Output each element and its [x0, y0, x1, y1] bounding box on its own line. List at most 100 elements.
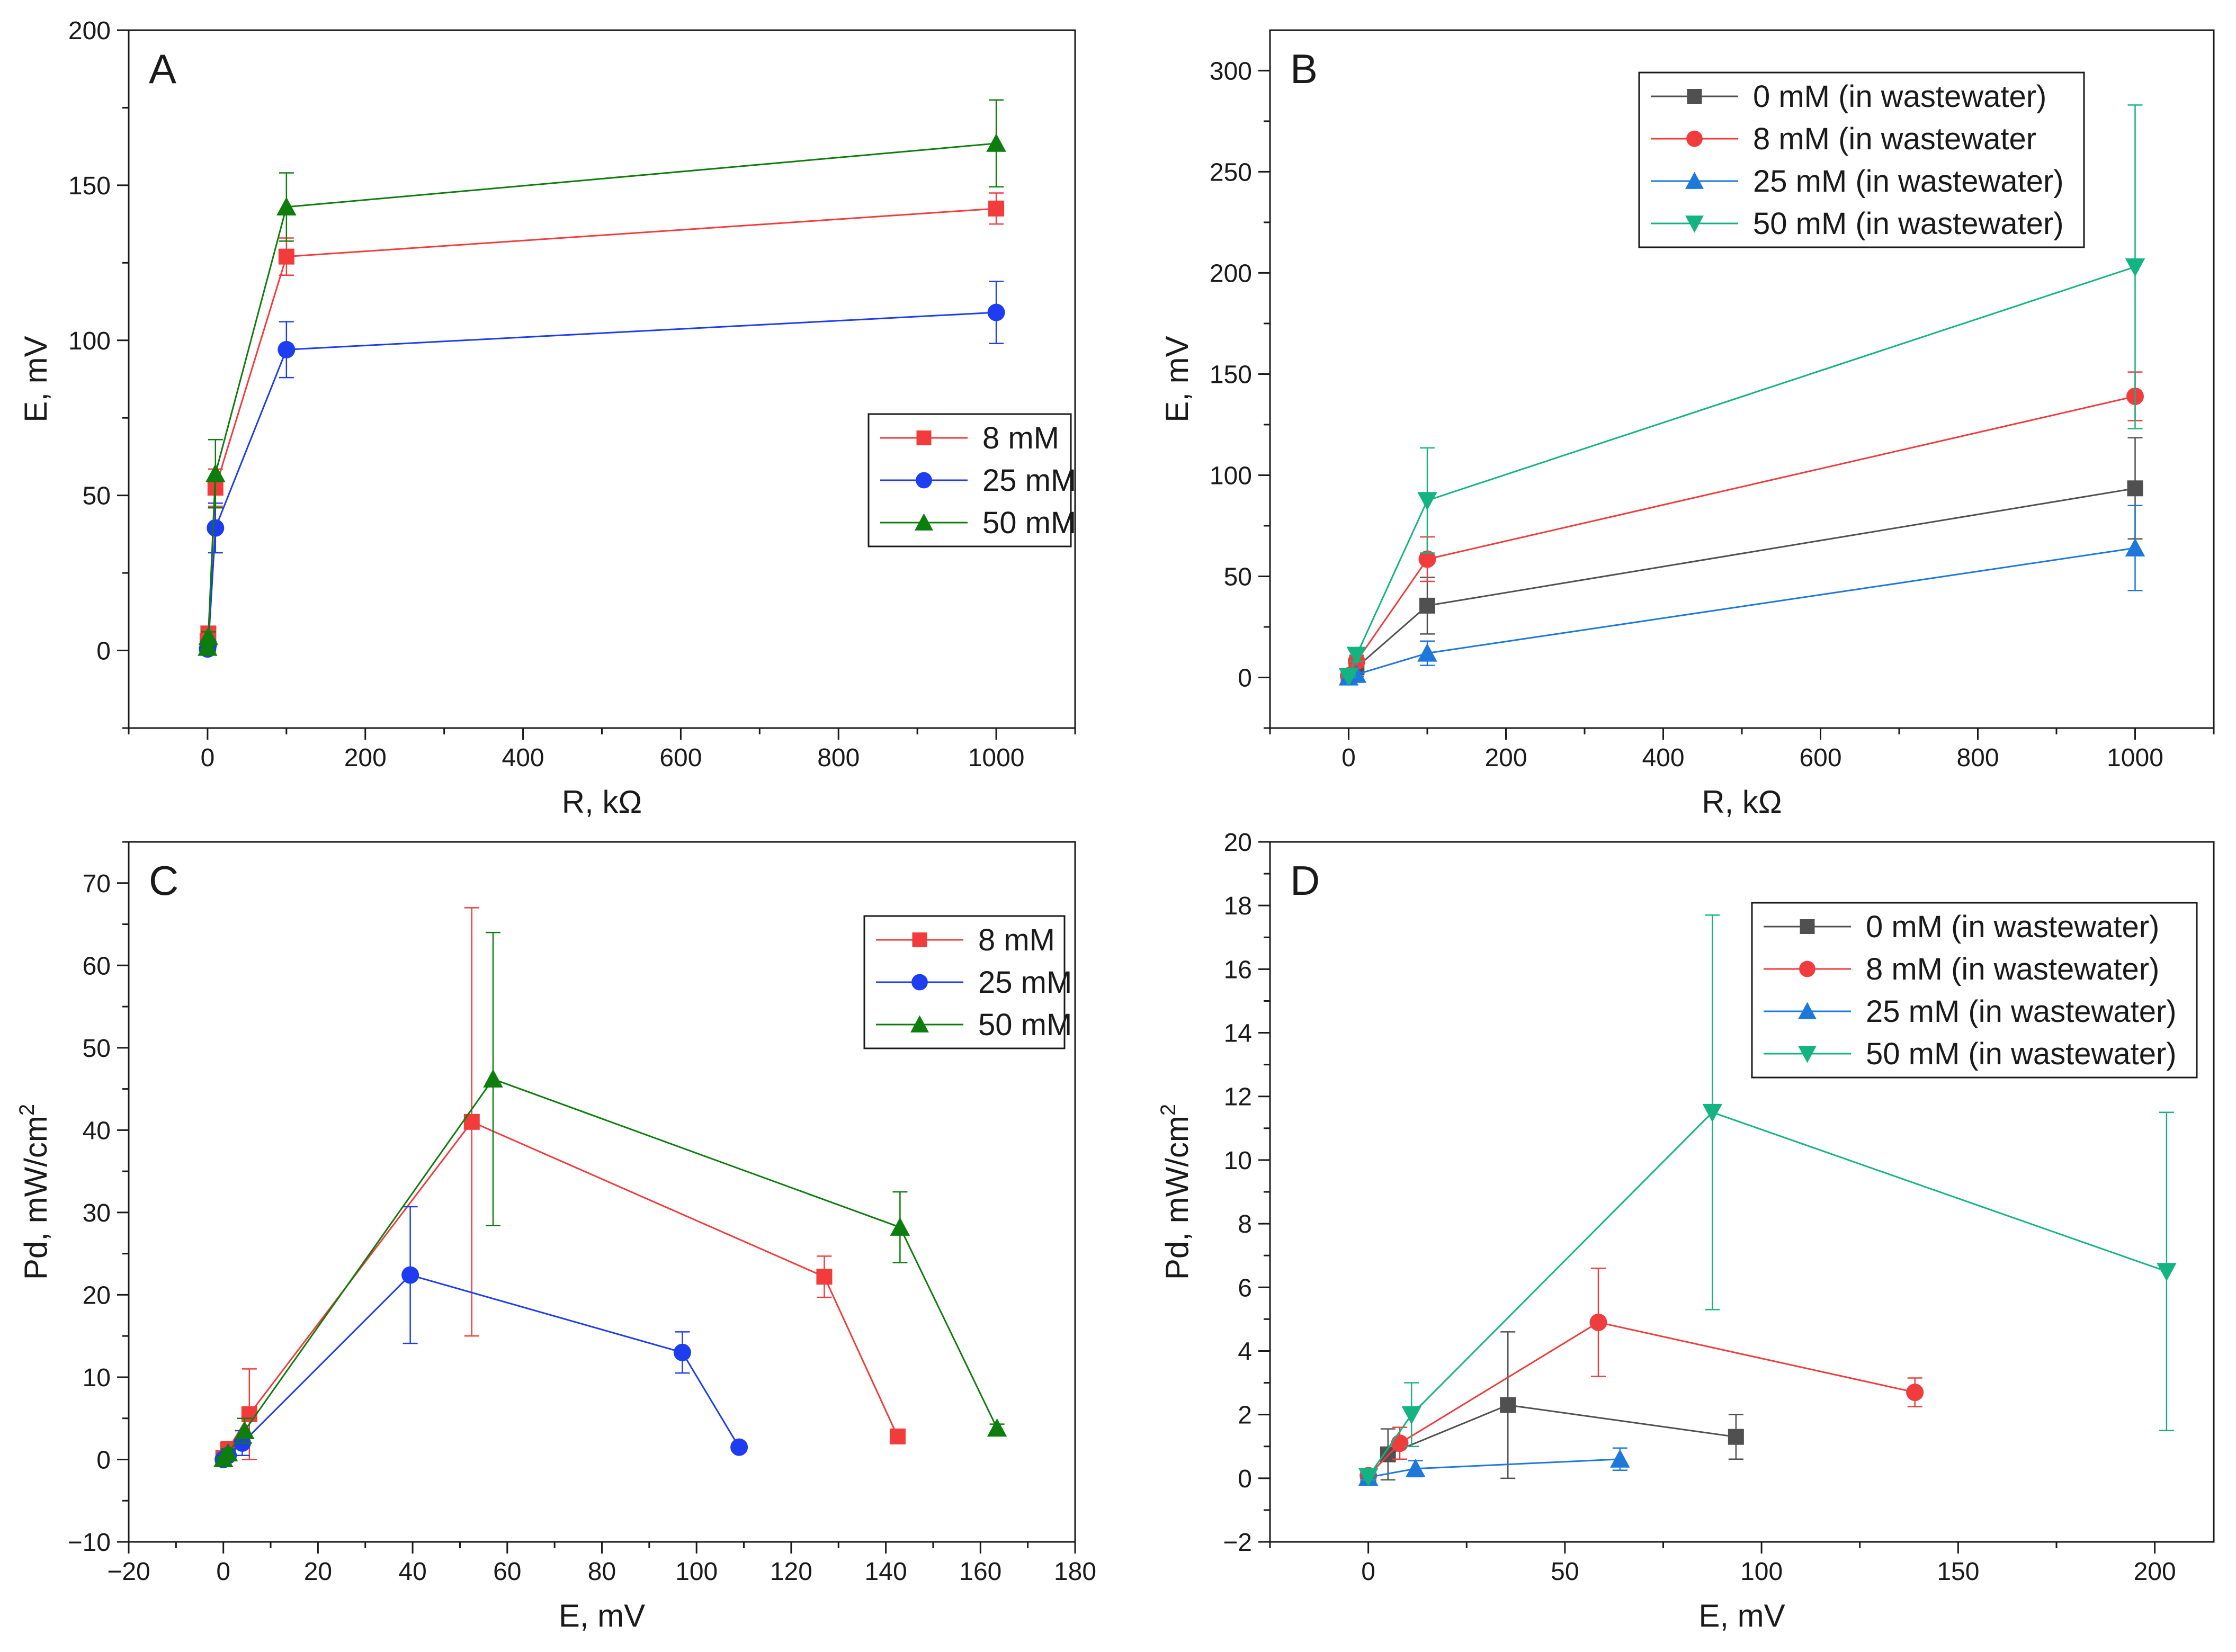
legend-box	[1638, 71, 2085, 248]
y-axis-label: Pd, mW/cm2	[1157, 1104, 1195, 1280]
legend: 8 mM 25 mM 50 mM	[867, 413, 1076, 547]
panel-letter: B	[1290, 46, 1318, 92]
y-tick-label: 150	[1210, 361, 1252, 389]
y-tick-label: 40	[83, 1117, 111, 1145]
y-tick-label: 6	[1238, 1274, 1252, 1302]
legend-label: 50 mM (in wastewater)	[1753, 206, 2064, 241]
data-point	[198, 626, 219, 645]
chart-panel-a: 0 200 400 600 800 1000 0 50 100 150 200 R, kΩ E, mV A…	[18, 17, 1076, 820]
x-tick-label: 180	[1054, 1558, 1096, 1586]
data-point	[1906, 1384, 1924, 1402]
x-tick-label: 0	[216, 1558, 230, 1586]
legend-label: 50 mM	[982, 506, 1076, 540]
y-tick-label: 0	[1238, 664, 1252, 692]
data-point	[890, 1217, 910, 1236]
y-axis-label-superscript: 2	[15, 1104, 39, 1116]
legend-marker	[911, 974, 928, 991]
x-tick-label: 200	[344, 744, 387, 772]
y-tick-label: 0	[96, 638, 111, 666]
legend-label: 50 mM	[978, 1008, 1072, 1042]
legend-label: 8 mM (in wastewater)	[1866, 952, 2159, 986]
y-axis-label: Pd, mW/cm2	[15, 1104, 53, 1280]
data-point	[241, 1406, 257, 1422]
data-point	[730, 1438, 748, 1456]
legend-box	[1751, 902, 2198, 1079]
x-tick-label: 100	[675, 1558, 718, 1586]
y-tick-label: 200	[1210, 259, 1252, 288]
x-axis-label: E, mV	[1698, 1598, 1785, 1633]
data-point	[278, 248, 294, 265]
y-tick-label: 100	[1210, 462, 1252, 490]
y-tick-label: 2	[1238, 1402, 1252, 1430]
legend-marker	[916, 472, 932, 489]
legend-label: 25 mM	[982, 463, 1076, 498]
x-tick-label: 40	[398, 1558, 426, 1586]
x-tick-label: 20	[304, 1558, 332, 1586]
legend-marker	[912, 932, 927, 947]
data-point	[1417, 643, 1437, 662]
x-tick-label: 0	[1361, 1558, 1375, 1586]
legend-label: 0 mM (in wastewater)	[1753, 79, 2046, 114]
y-tick-label: 10	[1224, 1147, 1252, 1175]
series-line	[1367, 1321, 1916, 1477]
y-axis-label: E, mV	[1159, 336, 1195, 422]
series-line	[1367, 1111, 2167, 1477]
y-tick-label: 250	[1210, 158, 1252, 186]
data-point	[1338, 668, 1359, 687]
y-tick-label: 50	[83, 1035, 111, 1063]
legend-marker	[1687, 89, 1702, 104]
legend-label: 8 mM	[982, 421, 1059, 455]
y-tick-label: 20	[1224, 829, 1252, 857]
data-point	[889, 1428, 906, 1444]
x-tick-label: 800	[817, 744, 860, 772]
legend-marker	[910, 1015, 929, 1032]
x-tick-label: 140	[865, 1558, 907, 1586]
y-tick-label: 30	[83, 1199, 111, 1227]
data-point	[1391, 1434, 1409, 1452]
x-tick-label: 1000	[968, 744, 1025, 772]
data-point	[2127, 480, 2143, 497]
chart-panel-b: 0 200 400 600 800 1000 0 50 100 150 200 250 300 R, kΩ…	[1159, 29, 2215, 820]
data-point	[207, 519, 225, 537]
y-tick-label: 16	[1224, 956, 1252, 984]
y-tick-label: 0	[1238, 1465, 1252, 1493]
panel-letter: D	[1290, 857, 1320, 904]
x-axis-label: E, mV	[559, 1598, 645, 1633]
data-point	[1728, 1429, 1744, 1445]
x-tick-label: −20	[107, 1558, 150, 1586]
legend-label: 8 mM (in wastewater	[1753, 122, 2036, 156]
y-tick-label: −2	[1223, 1529, 1252, 1557]
y-tick-label: 60	[83, 952, 111, 980]
x-tick-label: 200	[1484, 744, 1527, 772]
data-point	[1358, 1468, 1379, 1487]
legend: 8 mM 25 mM 50 mM	[863, 915, 1072, 1049]
x-tick-label: 80	[588, 1558, 616, 1586]
data-point	[987, 1418, 1007, 1437]
data-point	[205, 463, 226, 482]
legend-marker	[1798, 1002, 1817, 1019]
x-tick-label: 400	[1642, 744, 1684, 772]
data-point	[1500, 1397, 1516, 1413]
data-point	[1610, 1449, 1630, 1468]
x-axis-label: R, kΩ	[1702, 784, 1782, 820]
y-tick-label: 300	[1210, 57, 1252, 85]
x-tick-label: 600	[1799, 744, 1841, 772]
y-tick-label: 14	[1224, 1020, 1252, 1048]
legend-label: 25 mM (in wastewater)	[1866, 994, 2177, 1029]
data-point	[1417, 492, 1437, 510]
data-point	[986, 133, 1006, 152]
legend-marker	[1798, 1046, 1817, 1063]
legend-marker	[915, 513, 933, 531]
x-axis-label: R, kΩ	[562, 784, 642, 820]
data-point	[988, 200, 1005, 217]
legend-marker	[1800, 919, 1815, 934]
data-point	[816, 1269, 833, 1285]
data-point	[1702, 1103, 1723, 1123]
data-point	[483, 1069, 503, 1088]
x-tick-label: 0	[1341, 744, 1356, 772]
chart-panel-d: 0 50 100 150 200 −2 0 2 4 6 8 10 12 14 16 18 20 E, mV Pd, …	[1157, 829, 2215, 1633]
data-point	[1589, 1313, 1607, 1331]
x-tick-label: 1000	[2107, 744, 2163, 772]
y-tick-label: 8	[1238, 1210, 1252, 1238]
